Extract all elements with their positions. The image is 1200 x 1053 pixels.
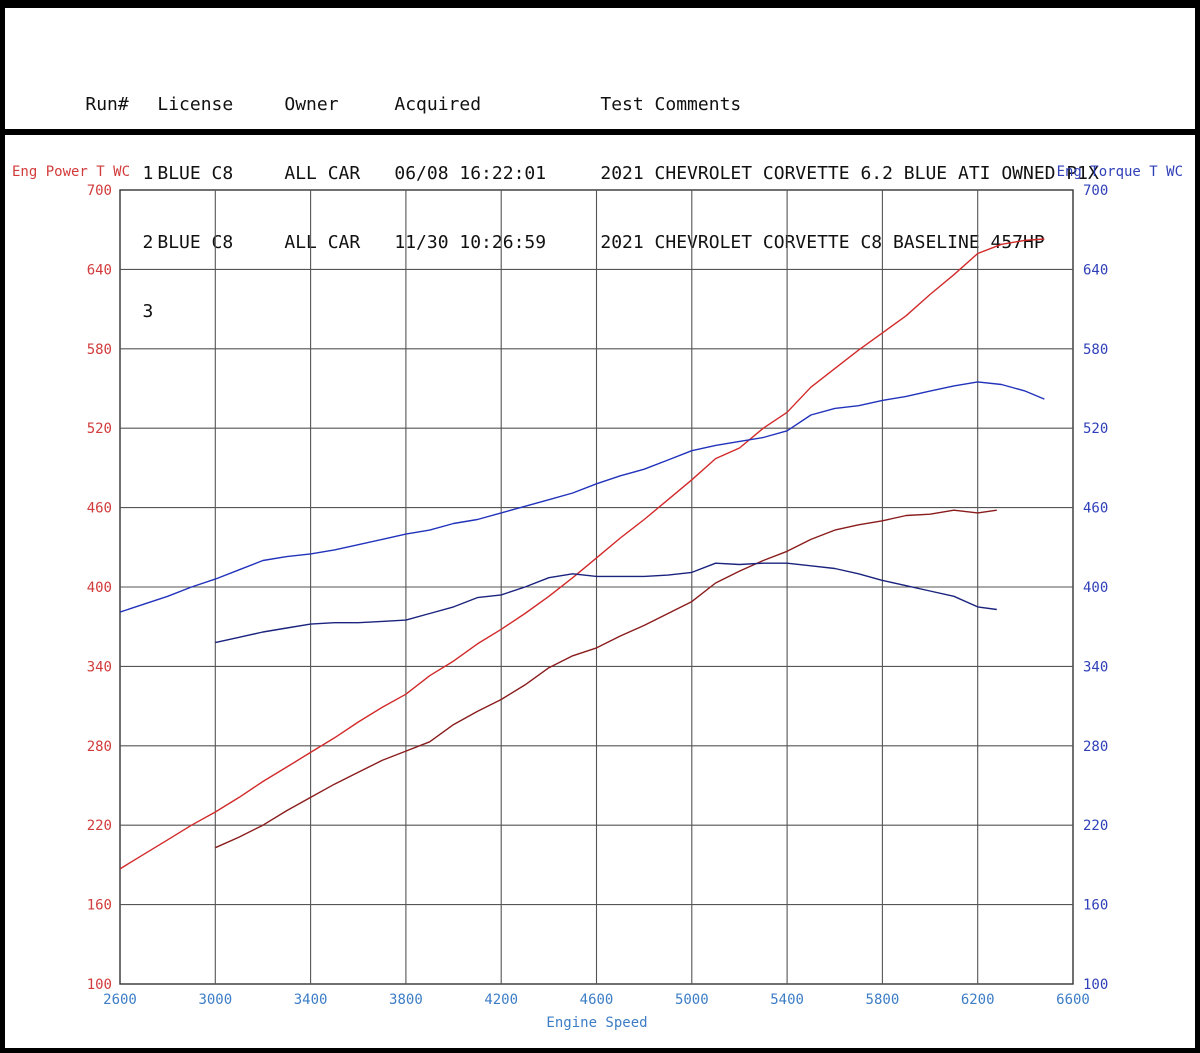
run-license: BLUE C8 (157, 232, 234, 253)
grid (119, 189, 1074, 985)
run-acquired: 11/30 10:26:59 (394, 232, 547, 253)
right-y-tick-label: 520 (1083, 421, 1108, 437)
run-license: BLUE C8 (157, 163, 234, 184)
header-row: Run# License Owner Acquired Test Comments (42, 70, 1099, 115)
run-comments: 2021 CHEVROLET CORVETTE C8 BASELINE 457H… (600, 232, 1045, 253)
left-y-tick-label: 700 (87, 183, 112, 199)
run-number: 2 (142, 232, 154, 253)
table-row: 3 (42, 277, 1099, 322)
right-y-tick-label: 220 (1083, 818, 1108, 834)
left-axis-label: Eng Power T WC (12, 164, 130, 180)
x-tick-label: 6200 (961, 992, 995, 1008)
run-owner: ALL CAR (284, 232, 361, 253)
right-y-tick-label: 100 (1083, 977, 1108, 993)
right-y-tick-label: 700 (1083, 183, 1108, 199)
series-line-1 (119, 238, 1045, 870)
x-tick-label: 3000 (198, 992, 232, 1008)
right-y-tick-label: 460 (1083, 501, 1108, 517)
tick-labels: 2600 3000 3400 3800 4200 4600 5000 5400 5800 6200… (87, 183, 1109, 1008)
x-tick-label: 4200 (484, 992, 518, 1008)
col-run: Run# (85, 94, 129, 115)
right-y-tick-label: 160 (1083, 898, 1108, 914)
series-line-4 (215, 562, 997, 644)
x-tick-label: 5400 (770, 992, 804, 1008)
series-line-2 (215, 509, 997, 849)
left-y-tick-label: 340 (87, 659, 112, 675)
x-tick-label: 3800 (389, 992, 423, 1008)
right-y-tick-label: 280 (1083, 739, 1108, 755)
x-tick-label: 2600 (103, 992, 137, 1008)
left-y-tick-label: 220 (87, 818, 112, 834)
left-y-tick-label: 460 (87, 501, 112, 517)
x-tick-label: 5800 (866, 992, 900, 1008)
table-row: 1 BLUE C8 ALL CAR 06/08 16:22:01 2021 CHEVRO… (42, 139, 1099, 184)
right-y-tick-label: 340 (1083, 659, 1108, 675)
x-axis-label: Engine Speed (546, 1015, 647, 1031)
col-acquired: Acquired (394, 94, 482, 115)
right-axis-label: Eng Torque T WC (1057, 164, 1183, 180)
left-y-tick-label: 160 (87, 898, 112, 914)
x-tick-label: 4600 (580, 992, 614, 1008)
col-license: License (157, 94, 234, 115)
run-owner: ALL CAR (284, 163, 361, 184)
right-y-tick-label: 580 (1083, 342, 1108, 358)
series-group (119, 238, 1045, 870)
header-divider (0, 129, 1200, 135)
run-comments: 2021 CHEVROLET CORVETTE 6.2 BLUE ATI OWN… (600, 163, 1099, 184)
col-comments: Test Comments (600, 94, 742, 115)
series-line-3 (119, 381, 1045, 613)
left-y-tick-label: 100 (87, 977, 112, 993)
run-number: 1 (142, 163, 154, 184)
left-y-tick-label: 580 (87, 342, 112, 358)
table-row: 2 BLUE C8 ALL CAR 11/30 10:26:59 2021 CHEVRO… (42, 208, 1099, 253)
left-y-tick-label: 280 (87, 739, 112, 755)
x-tick-label: 5000 (675, 992, 709, 1008)
run-acquired: 06/08 16:22:01 (394, 163, 547, 184)
left-y-tick-label: 520 (87, 421, 112, 437)
x-tick-label: 3400 (294, 992, 328, 1008)
left-y-tick-label: 640 (87, 262, 112, 278)
left-y-tick-label: 400 (87, 580, 112, 596)
right-y-tick-label: 400 (1083, 580, 1108, 596)
col-owner: Owner (284, 94, 339, 115)
right-y-tick-label: 640 (1083, 262, 1108, 278)
x-tick-label: 6600 (1056, 992, 1090, 1008)
run-number: 3 (142, 301, 154, 322)
